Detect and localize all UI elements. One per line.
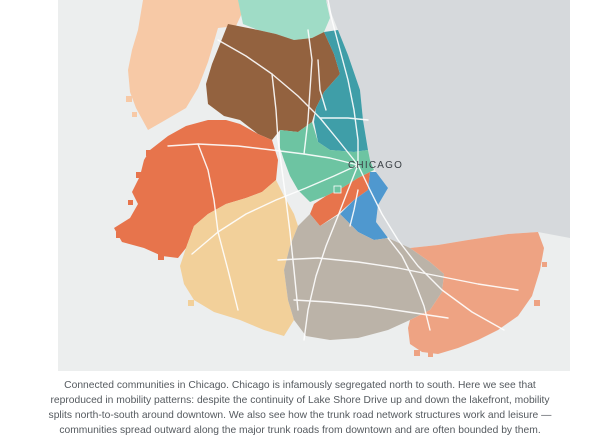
map-caption: Connected communities in Chicago. Chicag… <box>48 380 552 436</box>
region-downtown-orange-wedge <box>310 172 370 226</box>
region-lakefront-teal <box>314 30 368 152</box>
city-label: CHICAGO <box>348 160 403 171</box>
downtown-marker <box>333 185 342 194</box>
region-south-gray <box>284 214 444 340</box>
region-west-orange <box>114 120 278 258</box>
road-network <box>167 0 519 341</box>
region-southeast-salmon <box>408 232 544 354</box>
region-fringe-pixels <box>116 96 547 357</box>
region-southwest-tan <box>180 180 298 336</box>
region-south-loop-blue <box>340 172 388 240</box>
lake-michigan <box>326 0 570 248</box>
region-north-shore-mint <box>238 0 330 40</box>
community-map: CHICAGO <box>58 0 570 371</box>
region-north-peach <box>128 0 248 130</box>
